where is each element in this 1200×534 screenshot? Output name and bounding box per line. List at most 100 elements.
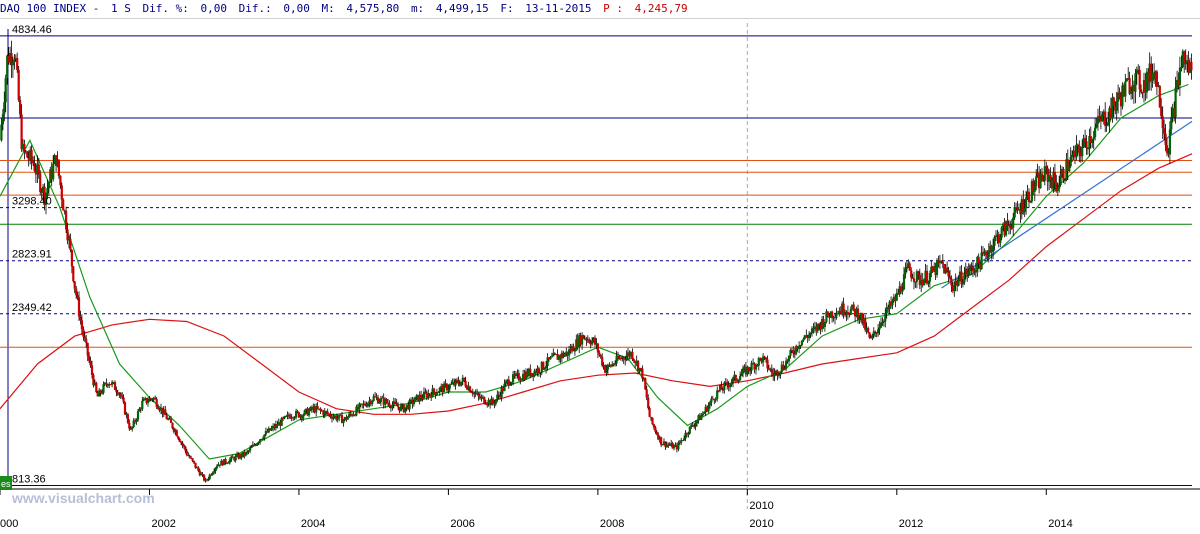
candle-body-808 (1161, 116, 1164, 129)
candle-body-218 (313, 406, 316, 413)
candle-body-369 (530, 373, 533, 376)
candle-body-710 (1020, 199, 1023, 215)
candle-body-526 (756, 364, 759, 366)
candle-body-168 (241, 452, 244, 457)
candle-body-331 (476, 393, 479, 395)
candle-body-63 (90, 365, 94, 375)
candle-body-344 (494, 399, 497, 405)
candle-body-637 (915, 271, 918, 282)
candle-body-442 (635, 360, 638, 364)
candle-body-0 (0, 124, 3, 141)
candle-body-146 (210, 474, 213, 476)
x-tick-label-4: 2008 (600, 518, 624, 530)
candle-body-677 (973, 270, 976, 272)
candle-body-199 (286, 414, 289, 417)
candle-body-767 (1102, 111, 1105, 115)
candle-body-439 (631, 352, 634, 360)
candle-body-27 (39, 173, 42, 192)
candle-body-697 (1002, 223, 1005, 228)
candle-body-592 (851, 304, 854, 310)
candle-body-475 (683, 438, 686, 440)
candle-body-578 (831, 311, 834, 318)
candle-body-407 (585, 338, 588, 341)
candle-body-175 (251, 444, 254, 447)
candle-body-459 (660, 436, 663, 445)
candle-body-131 (188, 455, 191, 458)
candle-body-133 (191, 458, 194, 461)
candle-body-716 (1029, 201, 1032, 203)
candle-body-413 (593, 337, 597, 345)
candle-body-640 (920, 280, 923, 285)
candle-body-308 (443, 383, 446, 393)
candle-body-748 (1075, 144, 1078, 158)
candle-body-494 (710, 398, 713, 403)
candle-body-665 (956, 280, 959, 286)
candle-body-563 (809, 333, 812, 335)
candle-body-597 (858, 317, 861, 320)
candle-body-605 (869, 337, 872, 339)
candle-body-570 (819, 324, 822, 330)
candle-body-443 (637, 360, 640, 371)
candle-body-616 (885, 307, 888, 314)
candle-body-590 (848, 314, 851, 315)
candle-body-134 (192, 460, 196, 463)
candle-body-769 (1105, 125, 1108, 126)
candle-body-613 (881, 322, 884, 324)
candle-body-501 (720, 385, 723, 390)
candle-body-552 (793, 353, 796, 355)
candle-body-239 (343, 417, 346, 420)
candle-body-276 (397, 406, 400, 408)
candle-body-172 (247, 450, 250, 452)
candle-body-52 (75, 288, 78, 296)
candle-body-188 (270, 428, 273, 431)
price-label: P : (603, 2, 624, 15)
candle-body-271 (389, 406, 392, 409)
candle-body-113 (162, 409, 165, 414)
candle-body-268 (385, 399, 388, 403)
candle-body-318 (457, 380, 460, 384)
candle-body-488 (701, 413, 704, 416)
candle-body-270 (388, 403, 391, 407)
candle-body-643 (924, 270, 927, 280)
candle-body-289 (415, 395, 418, 397)
candle-body-370 (532, 373, 535, 377)
candle-body-285 (409, 399, 413, 401)
candle-body-722 (1038, 173, 1041, 189)
candle-body-448 (644, 378, 647, 390)
candle-body-174 (250, 446, 253, 448)
candle-body-762 (1095, 123, 1098, 128)
candle-body-366 (526, 371, 529, 376)
price-chart[interactable]: 4834.46 3298.40 2823.91 2349.42 813.36 000 20… (0, 19, 1200, 534)
candle-body-41 (59, 175, 62, 186)
candle-body-264 (379, 398, 382, 402)
candle-body-368 (529, 368, 532, 376)
candle-body-297 (427, 393, 430, 398)
candle-body-587 (844, 314, 847, 316)
ma-fast-line (0, 83, 1189, 460)
candle-body-342 (491, 398, 495, 404)
candle-body-288 (414, 396, 417, 402)
candle-body-237 (340, 415, 344, 424)
candle-body-464 (667, 444, 670, 446)
candle-body-105 (151, 399, 154, 400)
candle-body-201 (289, 416, 292, 419)
candle-body-313 (450, 383, 453, 385)
candle-body-815 (1171, 108, 1174, 117)
candle-body-733 (1053, 172, 1056, 183)
candle-body-329 (473, 392, 476, 395)
candle-body-803 (1154, 71, 1157, 80)
candle-body-64 (92, 374, 95, 386)
candle-body-120 (172, 428, 175, 432)
candle-body-92 (132, 420, 135, 427)
candle-body-212 (305, 408, 308, 411)
candle-body-511 (734, 374, 737, 381)
candle-body-208 (299, 415, 302, 418)
candle-body-465 (668, 444, 671, 446)
candle-body-278 (399, 405, 403, 411)
candle-body-54 (77, 297, 81, 317)
candle-body-626 (900, 286, 903, 292)
candle-body-126 (181, 442, 184, 446)
candle-body-690 (992, 245, 995, 252)
candle-body-437 (628, 352, 631, 357)
candle-body-282 (405, 404, 408, 408)
